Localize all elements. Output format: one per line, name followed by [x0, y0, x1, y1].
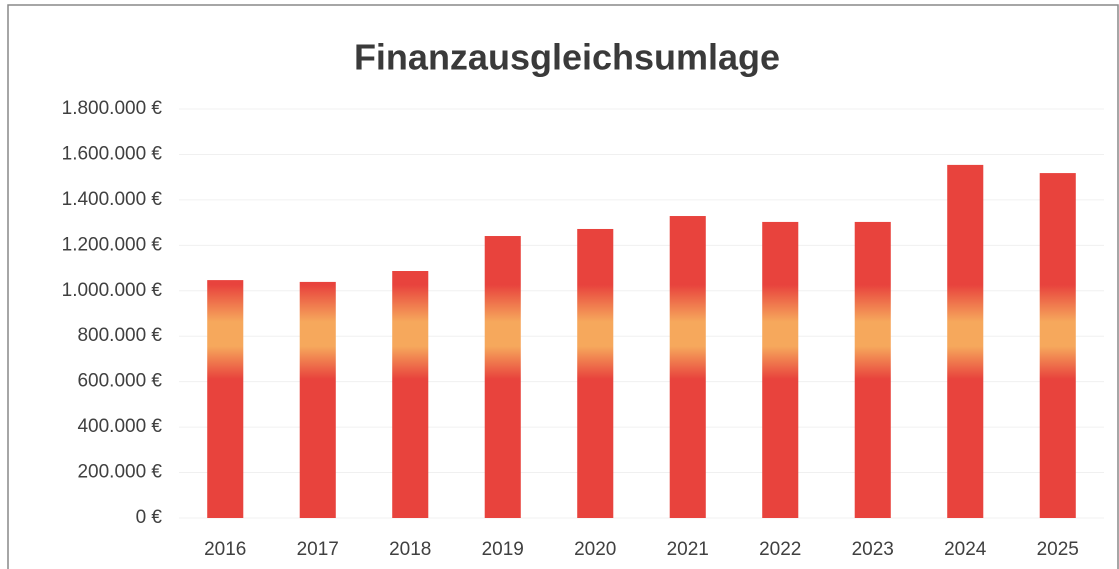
chart-title: Finanzausgleichsumlage	[354, 37, 780, 78]
y-tick-label: 1.800.000 €	[62, 98, 163, 119]
bar	[1039, 173, 1076, 518]
y-tick-label: 200.000 €	[77, 462, 162, 483]
x-tick-label: 2019	[482, 539, 524, 560]
bar	[577, 228, 614, 518]
y-tick-label: 1.400.000 €	[62, 189, 163, 210]
x-tick-label: 2023	[852, 539, 894, 560]
y-tick-label: 1.200.000 €	[62, 234, 163, 255]
y-tick-label: 1.600.000 €	[62, 143, 163, 164]
x-tick-label: 2018	[389, 539, 431, 560]
y-tick-label: 1.000.000 €	[62, 280, 163, 301]
x-tick-label: 2024	[944, 539, 987, 560]
bar	[392, 271, 429, 518]
bar	[207, 280, 244, 518]
y-tick-label: 800.000 €	[77, 325, 162, 346]
bar	[854, 221, 891, 518]
y-tick-label: 0 €	[136, 507, 163, 528]
bar	[669, 216, 706, 518]
x-tick-label: 2016	[204, 539, 246, 560]
x-tick-label: 2020	[574, 539, 616, 560]
y-tick-label: 600.000 €	[77, 371, 162, 392]
bar	[484, 236, 521, 519]
x-tick-label: 2021	[667, 539, 709, 560]
x-tick-label: 2025	[1037, 539, 1079, 560]
bar	[762, 221, 799, 518]
y-tick-label: 400.000 €	[77, 416, 162, 437]
chart-frame	[7, 4, 1119, 569]
bar	[299, 281, 336, 518]
bar	[947, 164, 984, 518]
x-tick-label: 2017	[297, 539, 339, 560]
x-tick-label: 2022	[759, 539, 801, 560]
